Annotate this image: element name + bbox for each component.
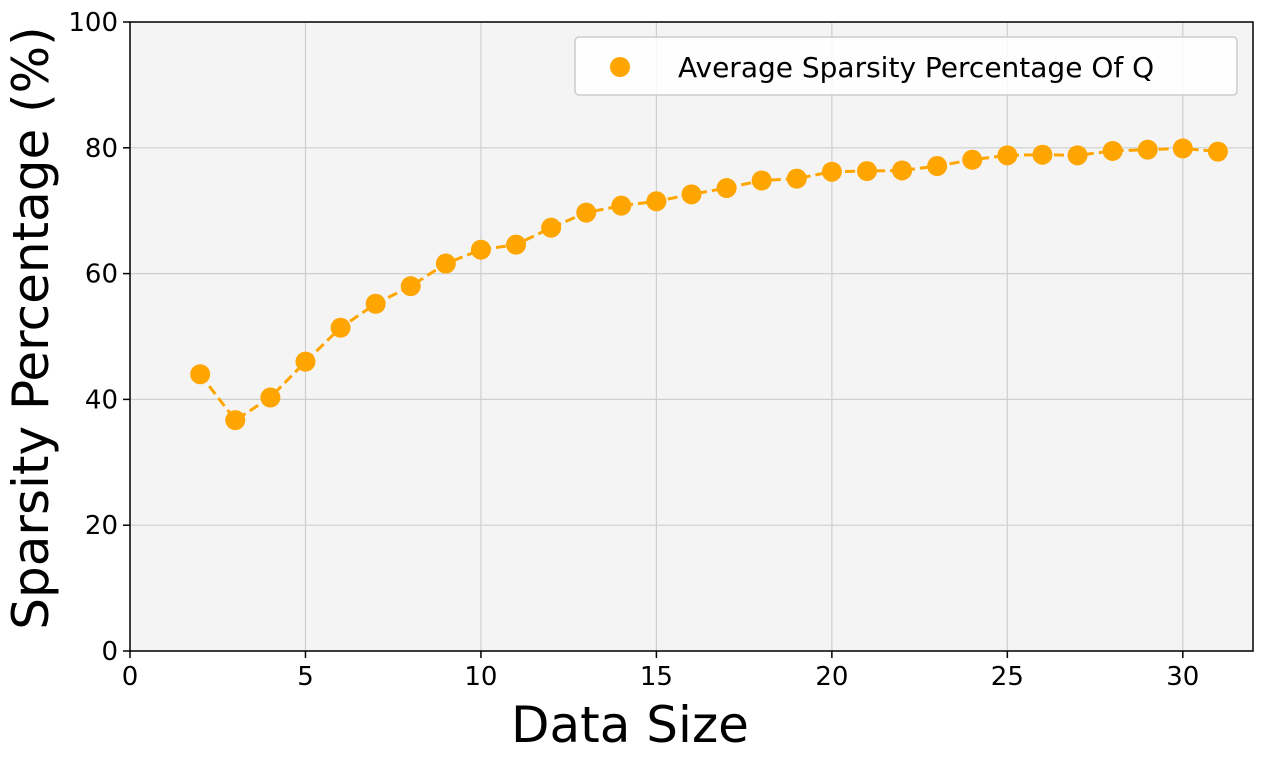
data-point: [295, 351, 316, 372]
x-tick-label: 30: [1166, 662, 1199, 692]
y-tick-label: 80: [85, 134, 118, 164]
data-point: [1067, 145, 1088, 166]
data-point: [365, 293, 386, 314]
data-point: [260, 387, 281, 408]
data-point: [1172, 138, 1193, 159]
data-point: [190, 364, 211, 385]
x-tick-label: 15: [640, 662, 673, 692]
data-point: [892, 160, 913, 181]
data-point: [435, 253, 456, 274]
x-tick-label: 0: [122, 662, 139, 692]
data-point: [927, 156, 948, 177]
x-tick-label: 10: [464, 662, 497, 692]
data-point: [716, 178, 737, 199]
data-point: [506, 234, 527, 255]
data-point: [400, 276, 421, 297]
legend: Average Sparsity Percentage Of Q: [574, 36, 1238, 96]
data-point: [611, 195, 632, 216]
plot-frame: [129, 21, 1254, 652]
data-point: [1102, 140, 1123, 161]
data-point: [1207, 141, 1228, 162]
data-point: [541, 217, 562, 238]
data-point: [751, 170, 772, 191]
data-point: [786, 168, 807, 189]
y-tick-label: 20: [85, 511, 118, 541]
legend-label: Average Sparsity Percentage Of Q: [678, 51, 1154, 84]
x-tick-label: 25: [991, 662, 1024, 692]
data-point: [330, 317, 351, 338]
data-point: [997, 145, 1018, 166]
legend-marker: [610, 57, 630, 77]
y-tick-label: 60: [85, 260, 118, 290]
data-point: [470, 239, 491, 260]
data-point: [646, 191, 667, 212]
x-tick-label: 20: [815, 662, 848, 692]
y-axis-title: Sparsity Percentage (%): [2, 26, 60, 629]
data-point: [821, 161, 842, 182]
x-tick-label: 5: [297, 662, 314, 692]
data-point: [225, 410, 246, 431]
y-tick-label: 100: [68, 8, 118, 38]
series: [190, 138, 1228, 431]
data-point: [856, 161, 877, 182]
y-tick-label: 0: [101, 637, 118, 667]
legend-box: [574, 36, 1238, 96]
data-point: [1137, 139, 1158, 160]
data-point: [1032, 144, 1053, 165]
data-point: [576, 202, 597, 223]
data-point: [962, 149, 983, 170]
data-point: [681, 184, 702, 205]
plot-area: [130, 22, 1253, 651]
ticks: 0 5 10 15 20 25 30 0 20 40 60 80 100: [68, 8, 1199, 692]
x-axis-title: Data Size: [511, 696, 749, 754]
y-tick-label: 40: [85, 385, 118, 415]
